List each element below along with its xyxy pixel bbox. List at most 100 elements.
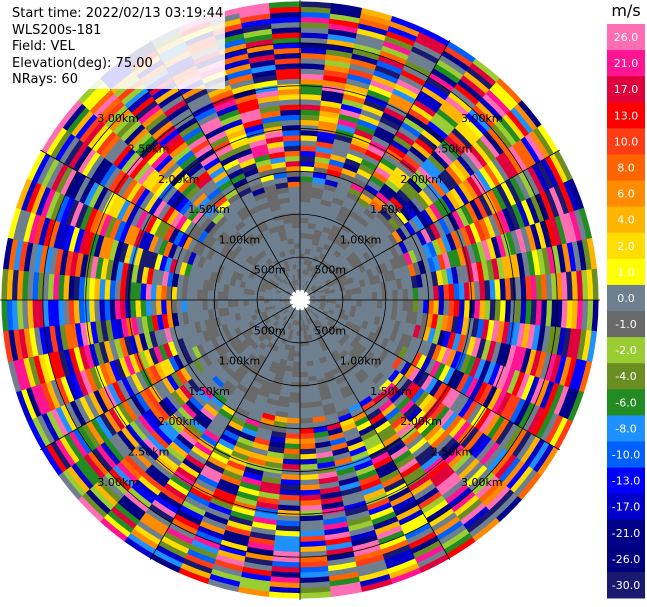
velocity-cell	[281, 119, 301, 127]
velocity-cell	[510, 345, 522, 371]
velocity-cell	[287, 306, 293, 311]
velocity-cell	[224, 258, 234, 269]
velocity-cell	[397, 458, 419, 475]
velocity-cell	[491, 186, 508, 211]
velocity-cell	[124, 86, 150, 109]
velocity-cell	[284, 365, 294, 372]
velocity-cell	[292, 227, 301, 234]
velocity-cell	[207, 501, 232, 516]
velocity-cell	[307, 312, 313, 319]
velocity-cell	[261, 229, 271, 238]
velocity-cell	[49, 440, 72, 470]
velocity-cell	[403, 181, 420, 198]
velocity-cell	[234, 220, 246, 232]
velocity-cell	[130, 206, 145, 227]
colorbar-tick-label: -8.0	[615, 422, 636, 435]
velocity-cell	[423, 158, 443, 177]
velocity-cell	[365, 322, 374, 332]
velocity-cell	[549, 217, 563, 247]
velocity-cell	[201, 299, 208, 311]
velocity-cell	[219, 315, 227, 326]
velocity-cell	[215, 253, 225, 265]
velocity-cell	[210, 348, 221, 361]
velocity-cell	[300, 93, 323, 101]
velocity-cell	[396, 162, 415, 179]
velocity-cell	[378, 348, 390, 361]
velocity-cell	[336, 245, 346, 255]
colorbar-tick-label: -26.0	[612, 553, 640, 566]
velocity-cell	[315, 274, 321, 281]
velocity-cell	[289, 318, 294, 325]
velocity-cell	[263, 183, 277, 193]
velocity-cell	[482, 413, 501, 437]
velocity-cell	[313, 313, 320, 320]
velocity-cell	[111, 432, 132, 456]
velocity-cell	[335, 358, 346, 368]
velocity-cell	[211, 375, 225, 389]
velocity-cell	[135, 299, 142, 318]
velocity-cell	[510, 229, 522, 255]
velocity-cell	[17, 357, 31, 390]
velocity-cell	[310, 296, 316, 299]
velocity-cell	[241, 251, 251, 261]
velocity-cell	[281, 124, 301, 132]
range-ring-label: 2.50km	[431, 446, 473, 459]
velocity-cell	[103, 409, 122, 434]
velocity-cell	[225, 163, 242, 176]
velocity-cell	[436, 346, 448, 364]
velocity-cell	[258, 422, 274, 432]
velocity-cell	[133, 333, 144, 353]
velocity-cell	[93, 299, 101, 322]
velocity-cell	[191, 299, 198, 312]
velocity-cell	[355, 420, 373, 433]
velocity-cell	[301, 315, 305, 321]
velocity-cell	[478, 97, 504, 122]
velocity-cell	[255, 393, 269, 403]
velocity-cell	[189, 418, 207, 434]
velocity-cell	[246, 541, 275, 551]
velocity-cell	[401, 518, 429, 536]
velocity-cell	[366, 300, 373, 308]
velocity-cell	[248, 237, 258, 247]
velocity-cell	[151, 459, 174, 480]
velocity-cell	[309, 303, 315, 307]
velocity-cell	[286, 290, 292, 295]
velocity-cell	[254, 358, 264, 368]
velocity-cell	[407, 474, 431, 493]
velocity-cell	[232, 292, 239, 300]
velocity-cell	[223, 223, 235, 235]
colorbar-tick-label: 21.0	[614, 57, 639, 70]
velocity-cell	[206, 187, 222, 201]
velocity-cell	[519, 300, 527, 325]
velocity-cell	[357, 244, 368, 255]
velocity-cell	[342, 278, 350, 286]
velocity-cell	[509, 277, 517, 301]
velocity-cell	[261, 362, 271, 371]
velocity-cell	[182, 235, 194, 250]
velocity-cell	[413, 413, 431, 431]
velocity-cell	[282, 332, 289, 340]
velocity-cell	[191, 209, 205, 225]
velocity-cell	[300, 129, 319, 137]
velocity-cell	[471, 436, 492, 460]
velocity-cell	[207, 84, 233, 98]
velocity-cell	[234, 312, 242, 321]
velocity-cell	[365, 306, 372, 316]
velocity-cell	[259, 417, 275, 427]
velocity-cell	[433, 175, 451, 195]
velocity-cell	[310, 322, 316, 329]
velocity-cell	[248, 294, 254, 300]
velocity-cell	[345, 510, 371, 522]
velocity-cell	[129, 158, 148, 180]
velocity-cell	[470, 337, 482, 359]
velocity-cell	[135, 519, 164, 541]
velocity-cell	[50, 129, 72, 159]
velocity-cell	[297, 273, 301, 280]
velocity-cell	[33, 326, 44, 356]
velocity-cell	[308, 304, 315, 308]
velocity-cell	[47, 298, 55, 327]
velocity-cell	[304, 274, 309, 281]
velocity-cell	[362, 154, 381, 167]
velocity-cell	[335, 215, 347, 225]
velocity-cell	[299, 458, 318, 465]
